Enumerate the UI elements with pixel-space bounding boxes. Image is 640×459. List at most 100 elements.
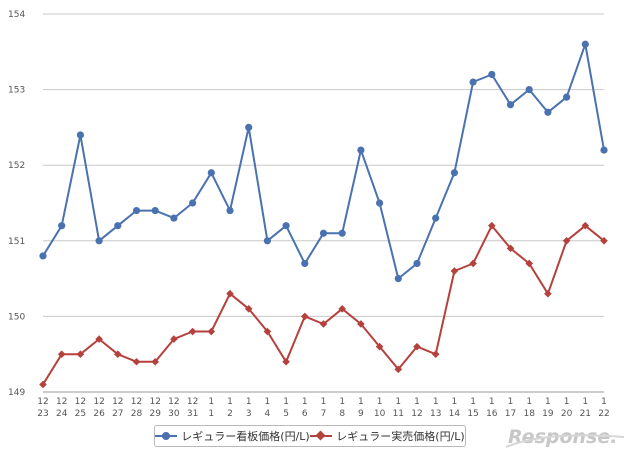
x-tick-month-6: 12 <box>149 397 160 407</box>
series-2-point-21 <box>431 350 440 358</box>
series-2-point-8 <box>188 327 197 336</box>
series-1-point-10 <box>226 206 234 215</box>
x-tick-day-12: 4 <box>265 409 271 419</box>
series-1-point-19 <box>394 275 402 283</box>
series-2-point-25 <box>506 244 515 253</box>
x-tick-month-24: 1 <box>489 397 495 407</box>
x-tick-day-18: 10 <box>374 409 386 419</box>
x-tick-day-4: 27 <box>112 409 123 419</box>
x-tick-day-26: 18 <box>523 409 535 419</box>
series-1-point-22 <box>450 169 458 177</box>
x-tick-day-30: 22 <box>598 409 609 419</box>
series-2-point-15 <box>319 320 328 328</box>
x-tick-day-17: 9 <box>358 409 364 419</box>
x-tick-day-3: 26 <box>93 409 105 419</box>
series-1-point-21 <box>432 214 440 222</box>
series-2-point-13 <box>282 357 290 366</box>
y-tick-label-150: 150 <box>8 312 25 322</box>
series-1-point-25 <box>506 101 515 109</box>
x-tick-day-5: 28 <box>131 409 143 419</box>
x-tick-month-10: 1 <box>227 397 233 407</box>
series-1-point-27 <box>544 108 552 116</box>
x-tick-month-2: 12 <box>75 397 86 407</box>
x-tick-day-7: 30 <box>168 409 180 419</box>
x-tick-day-8: 31 <box>187 409 198 419</box>
legend-diamond-marker-icon <box>310 431 333 441</box>
series-2-point-20 <box>413 342 421 351</box>
x-tick-month-20: 1 <box>414 397 420 407</box>
legend-item-series-2[interactable]: レギュラー実売価格(円/L) <box>310 428 465 444</box>
y-tick-label-154: 154 <box>8 10 25 20</box>
series-1-point-9 <box>207 169 215 177</box>
x-tick-month-11: 1 <box>246 397 252 407</box>
series-1-point-23 <box>469 78 477 86</box>
x-tick-month-9: 1 <box>208 397 214 407</box>
series-2-point-7 <box>170 335 178 343</box>
series-2-point-2 <box>76 350 85 358</box>
series-2-point-14 <box>301 312 309 321</box>
x-tick-month-13: 1 <box>283 397 289 407</box>
series-1-point-5 <box>132 206 141 215</box>
x-tick-month-7: 12 <box>168 397 179 407</box>
series-line-2 <box>42 224 605 385</box>
x-tick-month-12: 1 <box>265 397 271 407</box>
series-1-point-29 <box>581 40 589 48</box>
x-tick-month-15: 1 <box>321 397 327 407</box>
x-tick-day-6: 29 <box>149 409 161 419</box>
x-tick-month-22: 1 <box>452 397 458 407</box>
series-1-point-28 <box>563 93 571 101</box>
series-2-point-3 <box>95 335 103 343</box>
x-tick-month-4: 12 <box>112 397 123 407</box>
x-tick-day-16: 8 <box>339 409 345 419</box>
x-tick-month-1: 12 <box>56 397 67 407</box>
y-tick-label-152: 152 <box>8 161 25 171</box>
series-1-point-4 <box>114 222 122 230</box>
x-tick-day-21: 13 <box>430 409 441 419</box>
x-tick-month-21: 1 <box>433 397 439 407</box>
series-line-1 <box>42 43 605 280</box>
legend-item-series-1[interactable]: レギュラー看板価格(円/L) <box>155 428 310 444</box>
x-tick-day-29: 21 <box>580 409 591 419</box>
x-tick-day-10: 2 <box>227 409 233 419</box>
series-2-point-4 <box>114 350 122 358</box>
x-tick-month-30: 1 <box>601 397 607 407</box>
series-1-point-30 <box>600 146 608 154</box>
x-tick-month-8: 12 <box>187 397 198 407</box>
logo-wordmark: Response. <box>508 426 617 448</box>
series-2-point-19 <box>394 365 403 374</box>
x-tick-month-25: 1 <box>508 397 514 407</box>
series-1-point-14 <box>301 259 309 268</box>
x-tick-month-19: 1 <box>395 397 401 407</box>
series-2-point-23 <box>469 259 477 268</box>
x-tick-day-25: 17 <box>505 409 516 419</box>
series-1-point-16 <box>338 229 346 237</box>
series-2-point-27 <box>544 289 552 298</box>
series-2-point-6 <box>151 357 159 366</box>
x-tick-month-23: 1 <box>470 397 476 407</box>
legend-label-series-1: レギュラー看板価格(円/L) <box>181 430 310 443</box>
x-tick-month-28: 1 <box>564 397 570 407</box>
series-2-point-28 <box>562 237 571 245</box>
x-tick-day-19: 11 <box>393 409 404 419</box>
series-2-point-30 <box>600 237 608 245</box>
y-tick-label-149: 149 <box>8 388 25 398</box>
chart-legend: レギュラー看板価格(円/L) レギュラー実売価格(円/L) <box>154 425 466 447</box>
x-tick-day-2: 25 <box>75 409 86 419</box>
series-2-point-0 <box>39 380 47 389</box>
series-1-point-1 <box>58 222 66 230</box>
x-tick-day-1: 24 <box>56 409 68 419</box>
series-1-point-8 <box>189 199 197 207</box>
x-tick-month-27: 1 <box>545 397 551 407</box>
series-2-point-1 <box>57 350 66 358</box>
series-2-point-18 <box>375 342 384 351</box>
series-2-point-12 <box>263 327 272 336</box>
series-2-point-24 <box>488 221 496 230</box>
x-tick-month-14: 1 <box>302 397 308 407</box>
x-tick-day-28: 20 <box>561 409 573 419</box>
series-1-point-2 <box>76 131 84 139</box>
logo-swoosh <box>505 434 625 448</box>
series-1-point-17 <box>357 146 365 154</box>
series-1-point-3 <box>95 237 103 245</box>
series-2-point-5 <box>132 357 141 366</box>
line-chart: 1491501511521531541223122412251226122712… <box>8 10 610 419</box>
